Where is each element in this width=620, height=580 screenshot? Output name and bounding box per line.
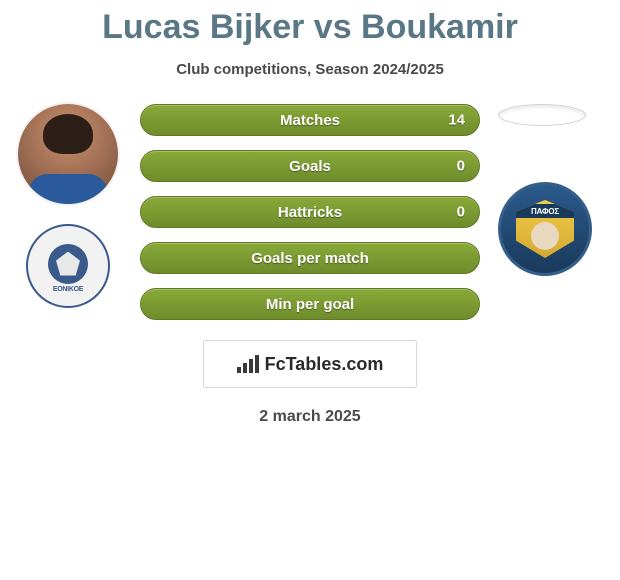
opponent-avatar-placeholder bbox=[498, 104, 586, 126]
player-avatar bbox=[18, 104, 118, 204]
right-club-logo-text: ΠΑΦΟΣ bbox=[516, 204, 574, 218]
left-club-logo: EONIKOE bbox=[26, 224, 110, 308]
right-club-shield-face bbox=[531, 222, 559, 250]
stat-label: Hattricks bbox=[278, 204, 342, 221]
stat-value: 0 bbox=[457, 158, 465, 175]
stat-row-matches: Matches 14 bbox=[140, 104, 480, 136]
left-column: EONIKOE bbox=[8, 104, 128, 308]
stat-label: Goals bbox=[289, 158, 331, 175]
stat-row-goals-per-match: Goals per match bbox=[140, 242, 480, 274]
stat-label: Matches bbox=[280, 112, 340, 129]
infographic-card: Lucas Bijker vs Boukamir Club competitio… bbox=[0, 0, 620, 580]
right-column: ΠΑΦΟΣ bbox=[492, 104, 612, 276]
left-club-logo-text: EONIKOE bbox=[53, 286, 83, 293]
right-club-logo: ΠΑΦΟΣ bbox=[498, 182, 592, 276]
bar-chart-icon bbox=[237, 355, 259, 373]
right-club-shield: ΠΑΦΟΣ bbox=[516, 200, 574, 258]
stat-label: Goals per match bbox=[251, 250, 369, 267]
brand-text: FcTables.com bbox=[265, 354, 384, 375]
subtitle: Club competitions, Season 2024/2025 bbox=[0, 61, 620, 78]
stat-row-goals: Goals 0 bbox=[140, 150, 480, 182]
page-title: Lucas Bijker vs Boukamir bbox=[0, 0, 620, 47]
left-club-logo-emblem bbox=[48, 244, 88, 284]
date-text: 2 march 2025 bbox=[0, 408, 620, 426]
stat-value: 0 bbox=[457, 204, 465, 221]
stat-row-min-per-goal: Min per goal bbox=[140, 288, 480, 320]
stats-column: Matches 14 Goals 0 Hattricks 0 Goals per… bbox=[140, 104, 480, 320]
stat-value: 14 bbox=[448, 112, 465, 129]
stat-row-hattricks: Hattricks 0 bbox=[140, 196, 480, 228]
brand-box: FcTables.com bbox=[203, 340, 417, 388]
main-area: EONIKOE Matches 14 Goals 0 Hattricks 0 G… bbox=[0, 104, 620, 320]
stat-label: Min per goal bbox=[266, 296, 354, 313]
